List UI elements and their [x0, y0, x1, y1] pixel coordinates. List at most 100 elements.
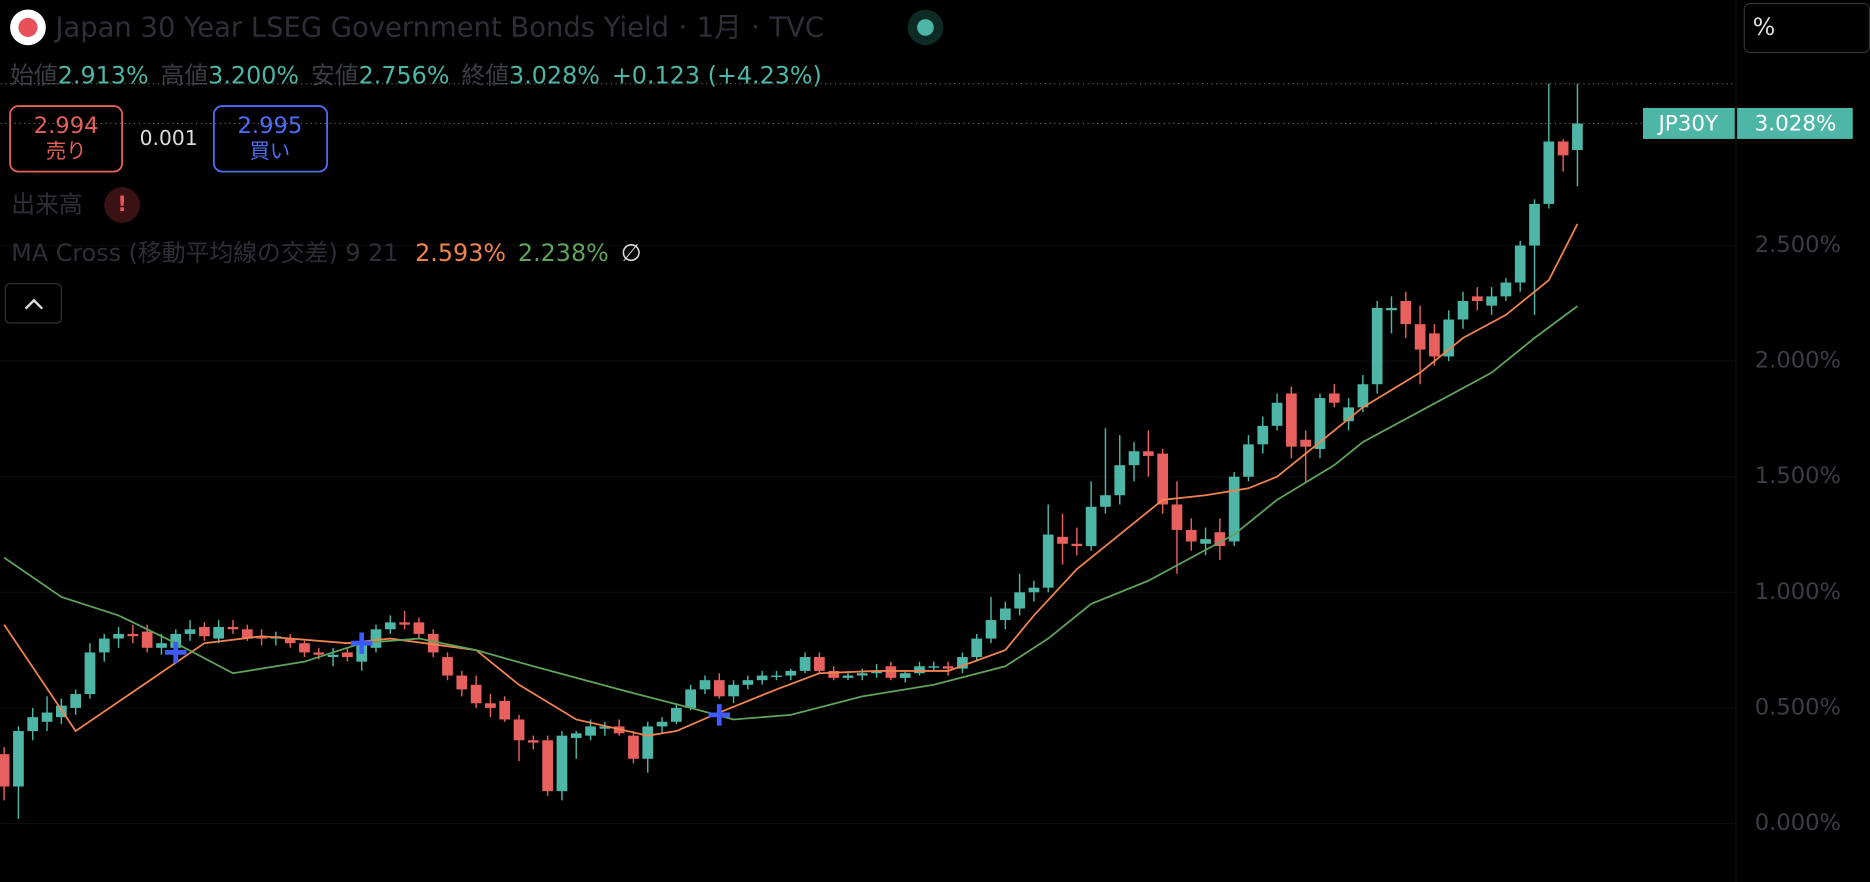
alert-icon[interactable]	[104, 187, 141, 223]
candle-body	[1357, 384, 1369, 408]
source: TVC	[768, 12, 824, 43]
ma-fast-value: 2.593%	[415, 238, 506, 266]
candle-body	[585, 726, 596, 736]
candle-body	[1171, 504, 1183, 530]
candle-body	[985, 620, 997, 639]
interval: 1月	[697, 12, 742, 43]
scale-menu[interactable]: %	[1743, 2, 1870, 54]
candle-body	[999, 608, 1011, 621]
candle-body	[856, 673, 868, 676]
candle-body	[399, 622, 410, 625]
candle-body	[899, 673, 911, 678]
candle-body	[0, 754, 10, 787]
candle-body	[384, 622, 396, 630]
candle-body	[1257, 425, 1269, 445]
candle-body	[1400, 301, 1412, 325]
buy-price[interactable]: 2.995	[238, 113, 303, 139]
price-labels: JP30Y 3.028%	[0, 83, 1853, 139]
candle-body	[928, 666, 940, 668]
ma-flag[interactable]: ∅	[621, 238, 642, 266]
candle-body	[1243, 444, 1254, 477]
candle-body	[1228, 476, 1240, 542]
candle-body	[442, 657, 453, 676]
candle-body	[785, 670, 797, 676]
candle-body	[728, 684, 739, 697]
candle-body	[456, 675, 468, 690]
ohlc-value: 3.028%	[509, 61, 600, 89]
candle-body	[284, 638, 296, 644]
candle-body	[1142, 451, 1154, 456]
collapse-box[interactable]	[4, 283, 62, 324]
candle-body	[427, 633, 439, 653]
collapse-button[interactable]	[4, 283, 62, 324]
candle-body	[957, 657, 968, 669]
candle-body	[1328, 393, 1340, 403]
scale-box[interactable]	[1743, 2, 1870, 54]
symbol-tag	[1642, 107, 1735, 139]
candle-body	[1042, 534, 1054, 588]
candle-body	[1200, 539, 1211, 544]
candle-body	[971, 638, 983, 658]
candle-body	[41, 712, 53, 722]
candle-body	[1128, 451, 1140, 466]
candle-body	[756, 675, 768, 681]
candle-body	[1457, 301, 1469, 320]
candle-body	[1572, 123, 1583, 151]
candle-body	[527, 740, 539, 743]
sell-label[interactable]: 売り	[46, 139, 87, 163]
candle-body	[1100, 495, 1111, 507]
ohlc-value: 3.200%	[208, 61, 299, 89]
candle-body	[1443, 319, 1455, 357]
ohlc-label: 始値	[10, 61, 58, 89]
candle-body	[542, 740, 553, 792]
cross-marker	[708, 704, 730, 726]
scale-unit[interactable]: %	[1753, 13, 1776, 41]
ohlc-label: 終値	[461, 61, 509, 89]
plot	[0, 83, 1583, 819]
candle-body	[313, 652, 325, 655]
y-tick-label: 0.000%	[1755, 810, 1841, 836]
candle-body	[1371, 307, 1383, 385]
sell-box[interactable]	[9, 105, 124, 173]
cross-marker	[350, 632, 373, 654]
alert-mark[interactable]: !	[117, 192, 127, 217]
candle-body	[556, 735, 568, 792]
candle-body	[1300, 439, 1312, 447]
ma-row: MA Cross (移動平均線の交差) 9 21 2.593% 2.238% ∅	[11, 238, 641, 266]
symbol-title: Japan 30 Year LSEG Government Bonds Yiel…	[53, 12, 669, 43]
buy-box[interactable]	[213, 105, 329, 173]
price-tag-label: 3.028%	[1755, 112, 1837, 137]
candle-body	[370, 629, 382, 648]
status-dot	[917, 19, 934, 36]
buy-label[interactable]: 買い	[250, 139, 291, 163]
candle-body	[1471, 296, 1483, 302]
candle-body	[213, 626, 225, 639]
candle-body	[1271, 402, 1283, 426]
candle-body	[742, 680, 754, 685]
candle-body	[1014, 592, 1025, 609]
ohlc-row: 始値2.913% 高値3.200% 安値2.756% 終値3.028% +0.123 (…	[10, 61, 822, 89]
candle-body	[1214, 532, 1226, 547]
candle-body	[1529, 203, 1540, 246]
candle-body	[1185, 529, 1197, 542]
symbol-label: JP30Y	[1656, 112, 1719, 137]
y-tick-label: 1.000%	[1755, 579, 1841, 605]
candle-body	[1314, 398, 1326, 449]
candle-body	[170, 633, 182, 648]
candle-body	[1286, 393, 1297, 447]
collapse-icon[interactable]	[24, 298, 44, 310]
candle-body	[141, 631, 153, 648]
ma-label: MA Cross (移動平均線の交差) 9 21	[11, 238, 398, 266]
candle-body	[13, 731, 24, 787]
ohlc-label: 高値	[161, 61, 209, 89]
candle-body	[470, 684, 482, 704]
candle-body	[885, 666, 897, 678]
candle-body	[342, 652, 353, 658]
candle-body	[1414, 324, 1426, 350]
candle-body	[1071, 543, 1083, 547]
candle-body	[1157, 453, 1169, 505]
sell-button[interactable]: 2.994 売り	[9, 105, 124, 173]
candle-body	[1500, 282, 1512, 297]
buy-button[interactable]: 2.995 買い	[213, 105, 329, 173]
sell-price[interactable]: 2.994	[34, 113, 99, 139]
